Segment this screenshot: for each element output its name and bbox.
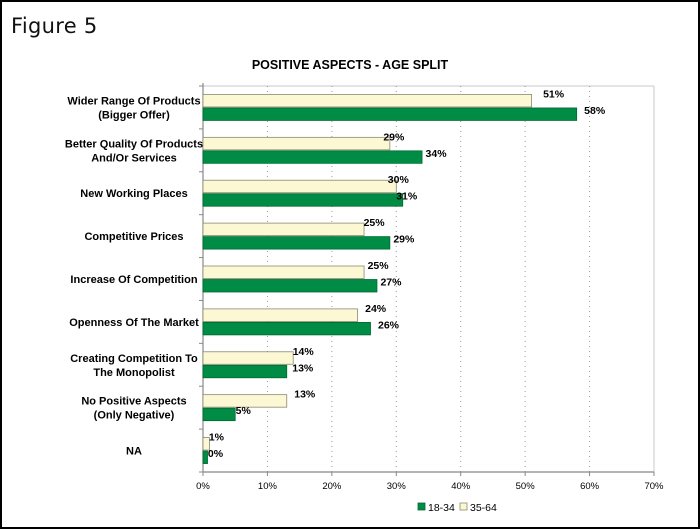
category-label: No Positive Aspects — [81, 396, 186, 408]
bar-35-64 — [202, 308, 359, 322]
category-label: New Working Places — [80, 188, 187, 200]
legend-label-18-34: 18-34 — [428, 502, 455, 514]
data-label-35-64: 14% — [293, 346, 315, 358]
category-label: The Monopolist — [93, 367, 175, 379]
data-label-18-34: 58% — [584, 105, 606, 117]
data-label-18-34: 0% — [208, 448, 224, 460]
bar-35-64 — [202, 265, 365, 279]
bar-18-34 — [202, 407, 236, 422]
category-label: Competitive Prices — [84, 231, 183, 243]
bar-35-64 — [202, 394, 288, 408]
bar-35-64 — [202, 94, 532, 108]
data-label-18-34: 26% — [378, 319, 400, 331]
data-label-18-34: 27% — [380, 277, 402, 289]
x-tick-label: 10% — [258, 481, 278, 492]
bar-18-34 — [202, 107, 578, 121]
data-label-35-64: 1% — [209, 432, 225, 444]
bar-18-34 — [202, 193, 404, 207]
data-label-35-64: 29% — [383, 131, 405, 143]
category-label: Openness Of The Market — [69, 317, 199, 329]
x-tick-label: 0% — [196, 481, 210, 492]
legend-label-35-64: 35-64 — [470, 502, 497, 514]
x-tick-label: 70% — [644, 481, 664, 492]
data-label-35-64: 25% — [368, 260, 390, 272]
data-label-35-64: 25% — [364, 217, 386, 229]
data-label-18-34: 31% — [396, 191, 418, 203]
data-label-35-64: 30% — [388, 174, 410, 186]
category-label: (Only Negative) — [94, 410, 175, 422]
category-label: Better Quality Of Products — [65, 138, 203, 150]
category-label: And/Or Services — [91, 152, 177, 164]
legend-swatch-18-34 — [417, 502, 426, 511]
category-label: (Bigger Offer) — [98, 109, 170, 121]
x-tick-label: 60% — [580, 481, 600, 492]
bar-18-34 — [202, 450, 208, 464]
x-tick-label: 40% — [451, 481, 471, 492]
chart-title: POSITIVE ASPECTS - AGE SPLIT — [251, 58, 449, 72]
category-label: Wider Range Of Products — [67, 95, 200, 107]
bar-35-64 — [202, 437, 210, 451]
figure-label: Figure 5 — [11, 14, 98, 38]
data-label-18-34: 29% — [393, 234, 415, 246]
x-tick-label: 30% — [387, 481, 407, 492]
data-label-35-64: 51% — [543, 88, 565, 100]
category-label: NA — [126, 446, 142, 458]
data-label-35-64: 13% — [294, 389, 316, 401]
bar-35-64 — [202, 351, 294, 365]
x-tick-label: 20% — [322, 481, 342, 492]
legend-swatch-35-64 — [459, 502, 468, 511]
bar-18-34 — [202, 279, 378, 293]
bar-35-64 — [202, 179, 397, 194]
bar-18-34 — [202, 321, 371, 336]
bar-18-34 — [202, 364, 288, 379]
bar-18-34 — [202, 236, 391, 250]
bar-18-34 — [202, 150, 423, 164]
data-label-18-34: 5% — [236, 405, 252, 417]
bar-35-64 — [202, 222, 365, 237]
bar-35-64 — [202, 136, 391, 151]
data-label-18-34: 13% — [292, 362, 314, 374]
category-label: Creating Competition To — [70, 353, 198, 365]
data-label-18-34: 34% — [426, 148, 448, 160]
x-tick-label: 50% — [516, 481, 536, 492]
category-label: Increase Of Competition — [70, 274, 197, 286]
data-label-35-64: 24% — [365, 303, 387, 315]
